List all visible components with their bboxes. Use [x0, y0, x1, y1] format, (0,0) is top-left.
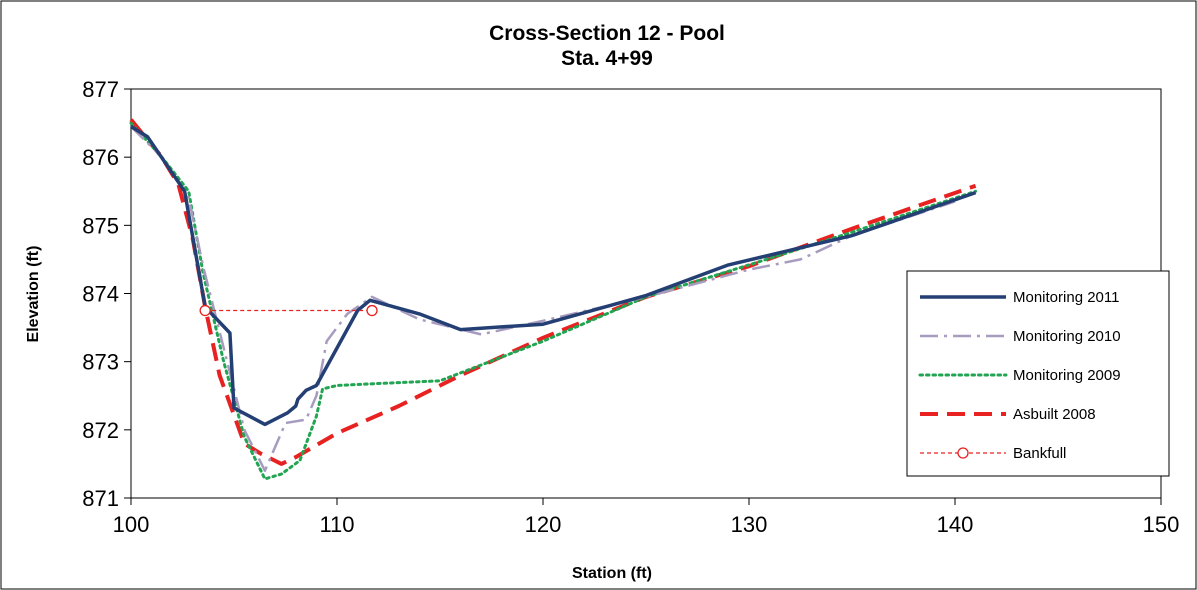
series-line-monitoring-2010	[130, 125, 956, 472]
y-tick-label: 874	[82, 282, 119, 307]
x-tick-label: 140	[937, 512, 974, 537]
x-tick-label: 100	[113, 512, 150, 537]
legend-label: Bankfull	[1013, 445, 1066, 462]
chart-title: Cross-Section 12 - Pool	[489, 22, 725, 45]
y-tick-label: 871	[82, 486, 119, 511]
legend-marker	[957, 447, 969, 459]
y-axis-title: Elevation (ft)	[25, 246, 42, 343]
series-layer	[129, 118, 978, 481]
bankfull-marker	[366, 304, 378, 317]
y-axis: 871 872 873 874 875 876 877	[82, 77, 131, 511]
y-tick-label: 877	[82, 77, 119, 102]
y-tick-label: 876	[82, 145, 119, 170]
x-tick-label: 130	[731, 512, 768, 537]
x-tick-label: 150	[1143, 512, 1180, 537]
chart-subtitle: Sta. 4+99	[561, 47, 653, 70]
y-tick-label: 872	[82, 418, 119, 443]
bankfull-marker	[199, 304, 211, 317]
series-line-monitoring-2011	[130, 125, 977, 427]
legend-label: Monitoring 2010	[1013, 328, 1121, 345]
x-axis: 100 110 120 130 140 150	[113, 498, 1180, 537]
legend: Monitoring 2011 Monitoring 2010 Monitoring…	[906, 270, 1170, 477]
legend-items: Monitoring 2011 Monitoring 2010 Monitoring…	[918, 289, 1121, 462]
x-tick-label: 120	[525, 512, 562, 537]
x-axis-title: Station (ft)	[572, 565, 652, 582]
x-tick-label: 110	[319, 512, 354, 537]
legend-label: Monitoring 2011	[1013, 289, 1119, 306]
y-tick-label: 873	[82, 350, 119, 375]
legend-label: Asbuilt 2008	[1013, 406, 1096, 423]
y-tick-label: 875	[82, 213, 119, 238]
legend-label: Monitoring 2009	[1013, 367, 1121, 384]
legend-box	[906, 270, 1170, 477]
